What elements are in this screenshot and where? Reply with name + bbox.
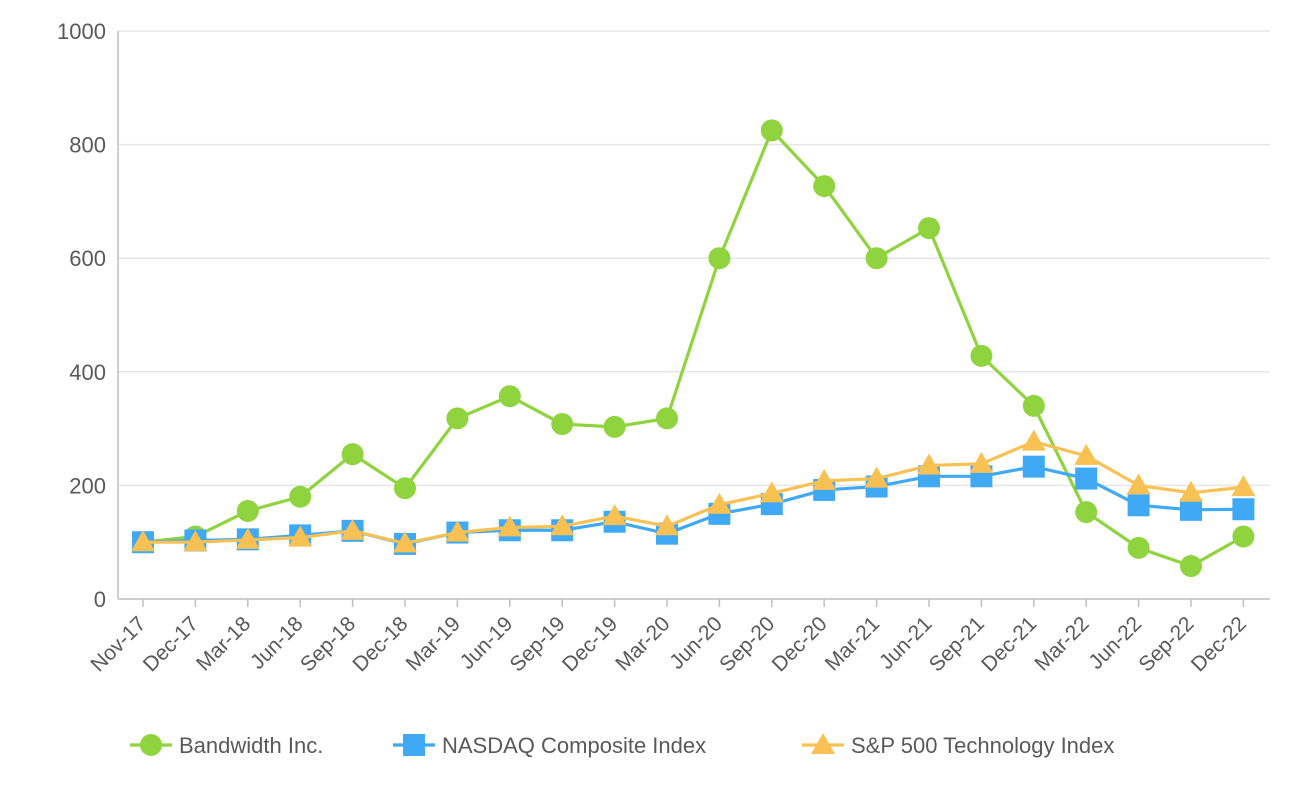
data-point (918, 217, 940, 240)
data-point (446, 407, 469, 430)
x-tick-label: Sep-21 (925, 612, 989, 676)
series-2 (131, 429, 1256, 553)
data-point (1179, 480, 1203, 502)
data-point (235, 527, 260, 549)
x-tick-label: Sep-19 (506, 612, 570, 676)
data-point (288, 525, 313, 547)
data-point (1021, 429, 1046, 451)
x-tick-label: Nov-17 (86, 612, 150, 676)
data-point (970, 344, 993, 367)
data-point (813, 175, 836, 198)
x-tick-label: Jun-20 (665, 612, 727, 674)
x-tick-label: Dec-18 (348, 612, 412, 676)
data-point (1180, 498, 1202, 521)
x-tick-label: Jun-18 (246, 612, 308, 674)
x-tick-label: Mar-19 (402, 612, 465, 675)
y-tick-label: 1000 (57, 19, 106, 44)
data-point (131, 530, 155, 552)
legend-item: S&P 500 Technology Index (802, 733, 1114, 758)
legend-item: NASDAQ Composite Index (393, 733, 706, 758)
y-tick-label: 200 (69, 473, 106, 498)
series-line (143, 440, 1244, 545)
x-tick-label: Dec-17 (139, 612, 203, 676)
legend-marker (811, 733, 835, 754)
series-0 (132, 119, 1255, 578)
data-point (865, 247, 888, 270)
legend: Bandwidth Inc. NASDAQ Composite Index S&P … (130, 733, 1114, 758)
data-point (1022, 394, 1045, 417)
x-tick-label: Mar-22 (1030, 612, 1093, 675)
data-point (760, 119, 783, 142)
x-tick-label: Dec-19 (558, 612, 622, 676)
y-tick-label: 800 (69, 133, 106, 158)
x-tick-label: Mar-21 (821, 612, 884, 675)
data-point (1022, 455, 1045, 478)
data-point (708, 247, 731, 270)
x-tick-label: Sep-22 (1134, 612, 1198, 676)
data-point (1180, 555, 1202, 578)
data-point (707, 492, 732, 514)
data-point (289, 485, 312, 508)
legend-label: Bandwidth Inc. (179, 733, 323, 758)
series (131, 119, 1256, 578)
data-point (550, 514, 575, 536)
x-tick-label: Mar-20 (611, 612, 674, 675)
data-point (1232, 498, 1255, 521)
data-point (1232, 525, 1255, 548)
gridlines (118, 30, 1270, 487)
y-tick-label: 400 (69, 360, 106, 385)
data-point (969, 451, 994, 473)
x-tick-label: Jun-22 (1084, 612, 1146, 674)
data-point (394, 477, 416, 500)
x-tick-label: Sep-18 (296, 612, 360, 676)
data-point (759, 481, 784, 503)
x-tick-label: Dec-20 (768, 612, 832, 676)
data-point (183, 530, 208, 552)
data-point (340, 518, 365, 540)
data-point (917, 453, 941, 475)
data-point (445, 520, 470, 542)
data-point (1127, 536, 1150, 559)
x-tick-label: Dec-21 (977, 612, 1041, 676)
x-tick-label: Jun-21 (875, 612, 937, 674)
legend-marker (403, 734, 425, 756)
legend-item: Bandwidth Inc. (130, 733, 323, 758)
data-point (1127, 494, 1150, 517)
data-point (1075, 501, 1098, 524)
data-point (551, 413, 574, 436)
x-tick-label: Sep-20 (715, 612, 779, 676)
data-point (1231, 475, 1256, 497)
data-point (341, 443, 364, 466)
data-point (1075, 467, 1098, 490)
data-point (603, 415, 626, 438)
x-tick-label: Dec-22 (1187, 612, 1251, 676)
axes: 02004006008001000Nov-17Dec-17Mar-18Jun-1… (57, 19, 1270, 676)
data-point (1074, 443, 1099, 465)
data-point (812, 468, 837, 490)
data-point (602, 504, 627, 526)
y-tick-label: 0 (94, 587, 106, 612)
legend-label: S&P 500 Technology Index (851, 733, 1114, 758)
data-point (498, 385, 521, 408)
data-point (656, 407, 678, 430)
data-point (864, 466, 889, 488)
data-point (655, 514, 679, 536)
legend-label: NASDAQ Composite Index (442, 733, 706, 758)
y-tick-label: 600 (69, 246, 106, 271)
x-tick-label: Jun-19 (456, 612, 518, 674)
data-point (236, 499, 259, 522)
x-tick-label: Mar-18 (192, 612, 255, 675)
data-point (1126, 473, 1151, 495)
series-line (142, 128, 1245, 568)
data-point (393, 531, 417, 553)
legend-marker (140, 734, 162, 756)
data-point (497, 515, 522, 537)
